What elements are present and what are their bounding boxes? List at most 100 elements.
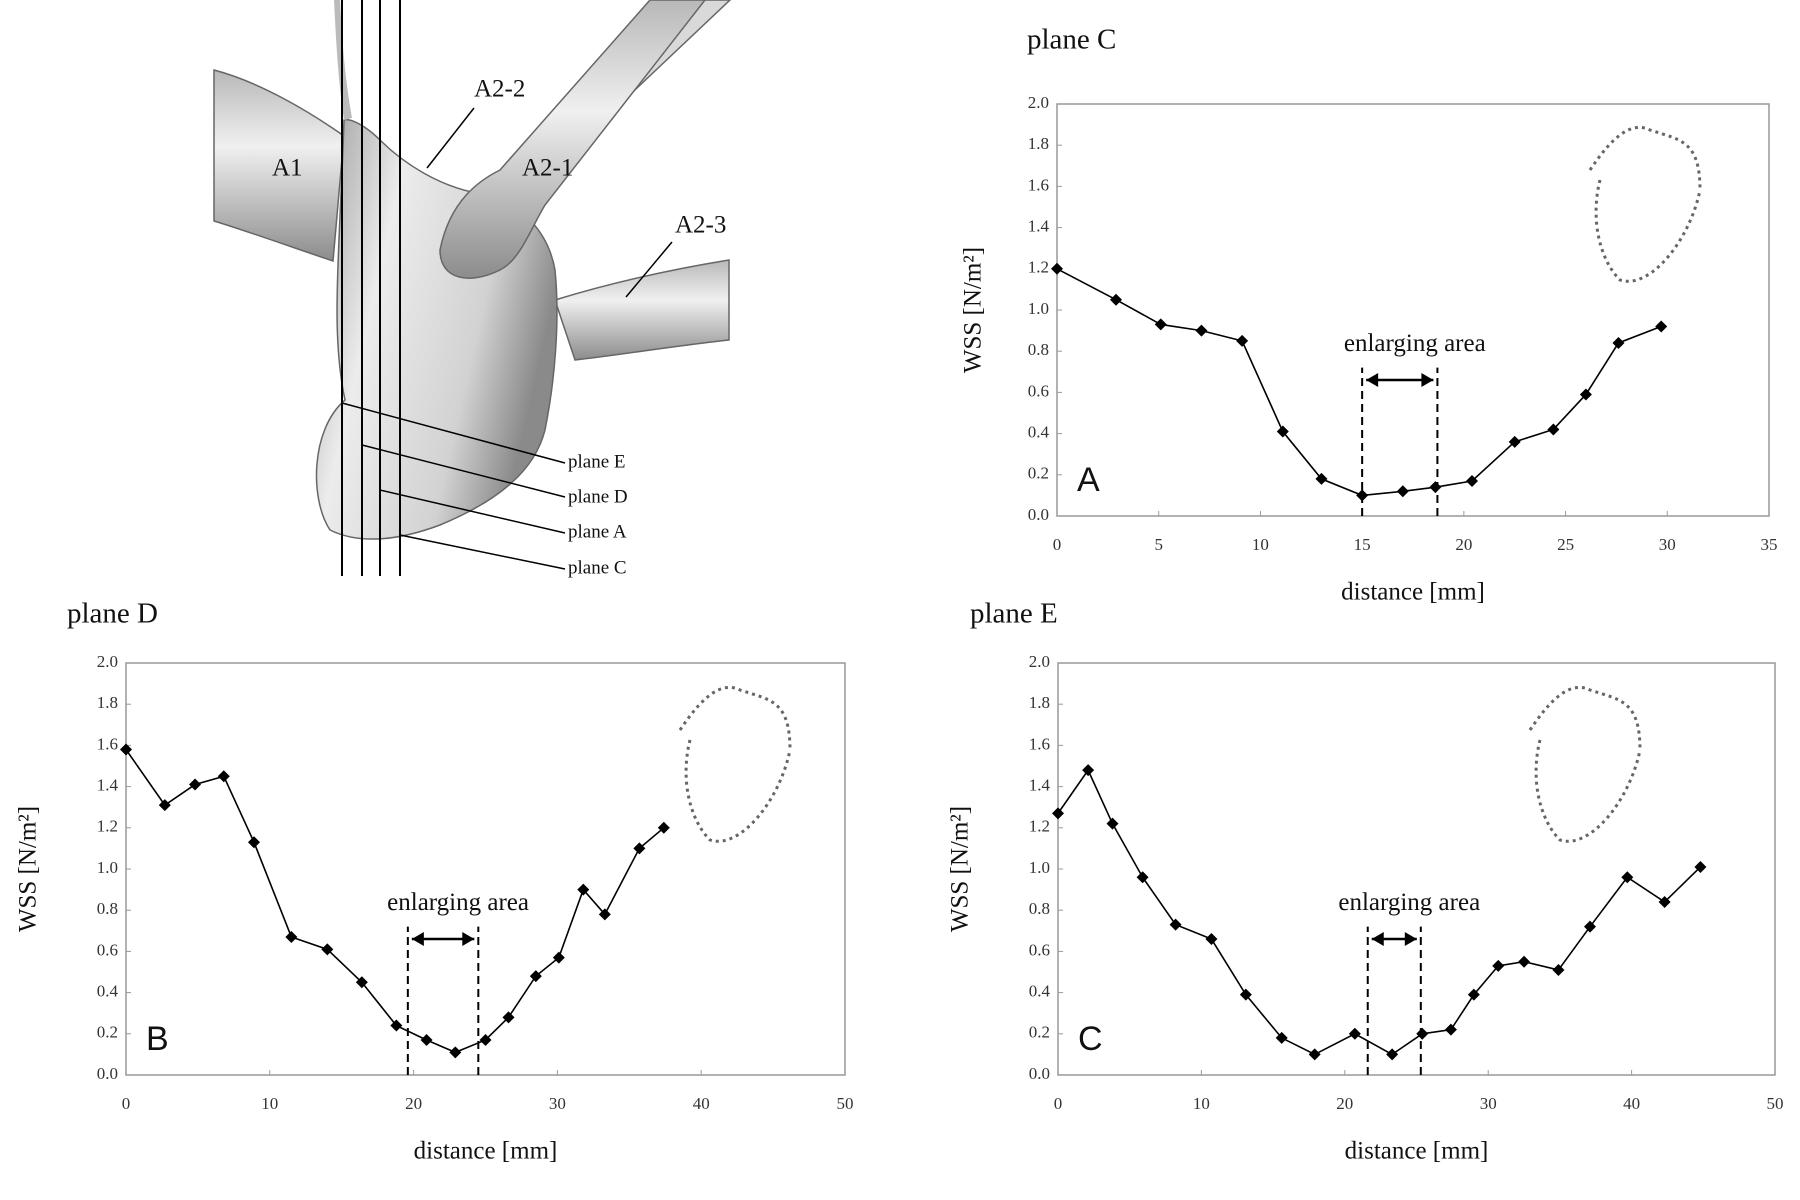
y-tick-label: 1.4 <box>1029 776 1051 795</box>
data-point <box>449 1046 462 1059</box>
inset-sketch <box>1588 125 1702 283</box>
x-tick-label: 35 <box>1761 535 1778 554</box>
x-tick-label: 40 <box>1623 1094 1640 1113</box>
y-tick-label: 2.0 <box>1029 652 1050 671</box>
data-point <box>1276 425 1289 438</box>
y-tick-label: 0.6 <box>97 940 118 959</box>
y-tick-label: 1.0 <box>97 858 118 877</box>
data-point <box>1416 1027 1429 1040</box>
y-tick-label: 0.2 <box>97 1023 118 1042</box>
data-point <box>321 943 334 956</box>
diagram-label: plane C <box>568 557 627 578</box>
inset-sketch <box>1528 685 1642 843</box>
y-tick-label: 1.2 <box>1028 258 1049 277</box>
y-tick-label: 1.0 <box>1028 299 1049 318</box>
data-point <box>1579 388 1592 401</box>
data-point <box>1348 1027 1361 1040</box>
y-tick-label: 1.6 <box>1028 175 1049 194</box>
x-tick-label: 0 <box>1053 535 1062 554</box>
diagram-label: A2-3 <box>675 212 726 239</box>
y-tick-label: 1.4 <box>1028 217 1050 236</box>
panel-label: C <box>1078 1020 1103 1058</box>
plot-frame <box>1057 662 1776 1076</box>
plane-lines <box>341 0 673 576</box>
diagram-label: A2-2 <box>474 76 525 103</box>
x-tick-label: 40 <box>693 1094 710 1113</box>
data-point <box>355 976 368 989</box>
chart-title: plane E <box>970 598 1058 630</box>
series-line <box>1056 268 1662 497</box>
chart-title: plane C <box>1027 24 1116 56</box>
panel-label: A <box>1077 461 1100 499</box>
data-point <box>1396 485 1409 498</box>
y-tick-label: 1.8 <box>1028 134 1049 153</box>
x-axis-label: distance [mm] <box>414 1138 558 1165</box>
annotation-text: enlarging area <box>1338 889 1480 916</box>
data-point <box>1444 1023 1457 1036</box>
x-tick-label: 50 <box>837 1094 854 1113</box>
x-tick-label: 10 <box>261 1094 278 1113</box>
data-point <box>502 1011 515 1024</box>
data-point <box>189 778 202 791</box>
y-tick-label: 0.6 <box>1029 940 1050 959</box>
x-tick-label: 5 <box>1154 535 1163 554</box>
data-point <box>1239 988 1252 1001</box>
y-tick-label: 0.0 <box>97 1064 118 1083</box>
diagram-label: plane E <box>568 451 626 472</box>
data-point <box>1621 871 1634 884</box>
x-tick-label: 20 <box>1455 535 1472 554</box>
data-point <box>1467 988 1480 1001</box>
y-tick-label: 2.0 <box>97 652 118 671</box>
plot-frame <box>1056 103 1770 517</box>
aneurysm-model <box>213 0 732 540</box>
data-point <box>1154 318 1167 331</box>
data-point <box>1612 336 1625 349</box>
data-point <box>420 1033 433 1046</box>
data-point <box>1082 764 1095 777</box>
y-tick-label: 1.2 <box>97 817 118 836</box>
y-tick-label: 1.2 <box>1029 817 1050 836</box>
x-tick-label: 20 <box>405 1094 422 1113</box>
plot-frame <box>125 662 846 1076</box>
x-tick-label: 20 <box>1336 1094 1353 1113</box>
data-point <box>1051 262 1063 275</box>
data-point <box>1518 955 1531 968</box>
inset-sketch <box>678 685 792 843</box>
data-point <box>1655 320 1668 333</box>
y-tick-label: 2.0 <box>1028 93 1049 112</box>
data-point <box>120 743 132 756</box>
x-tick-label: 10 <box>1252 535 1269 554</box>
data-point <box>1694 860 1707 873</box>
data-point <box>1275 1031 1288 1044</box>
x-tick-label: 30 <box>1480 1094 1497 1113</box>
diagram-label: plane D <box>568 486 628 507</box>
x-tick-label: 30 <box>549 1094 566 1113</box>
data-point <box>1584 920 1597 933</box>
y-tick-label: 0.0 <box>1028 505 1049 524</box>
data-point <box>633 842 646 855</box>
diagram-label: A2-1 <box>522 155 573 182</box>
data-point <box>1109 293 1122 306</box>
data-point <box>1508 435 1521 448</box>
data-point <box>285 930 298 943</box>
chart-title: plane D <box>67 598 158 630</box>
x-tick-label: 50 <box>1767 1094 1784 1113</box>
x-tick-label: 0 <box>1054 1094 1063 1113</box>
y-tick-label: 1.4 <box>97 776 119 795</box>
y-tick-label: 0.8 <box>1029 899 1050 918</box>
x-tick-label: 25 <box>1557 535 1574 554</box>
data-point <box>1106 817 1119 830</box>
x-tick-label: 10 <box>1193 1094 1210 1113</box>
y-tick-label: 0.8 <box>97 899 118 918</box>
data-point <box>1236 334 1249 347</box>
data-point <box>479 1033 492 1046</box>
y-tick-label: 1.8 <box>97 693 118 712</box>
data-point <box>552 951 565 964</box>
data-point <box>1052 807 1064 820</box>
data-point <box>598 908 611 921</box>
data-point <box>1386 1048 1399 1061</box>
diagram-label: plane A <box>568 521 627 542</box>
data-point <box>1136 871 1149 884</box>
